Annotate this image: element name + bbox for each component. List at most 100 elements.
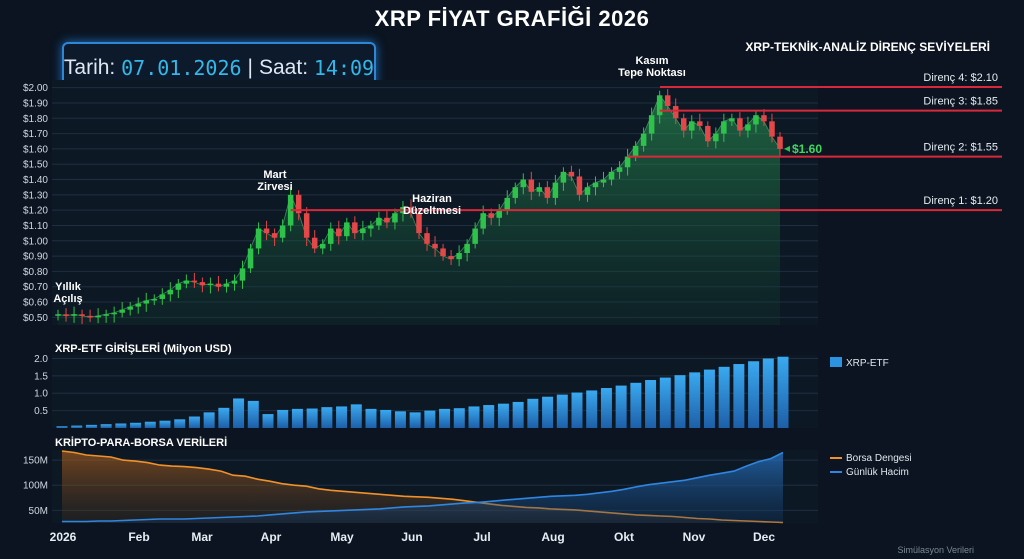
etf-y-tick: 0.5 [34, 406, 48, 417]
candle-body [191, 280, 198, 283]
annotation-text: Tepe Noktası [618, 67, 686, 79]
candle-body [536, 187, 543, 192]
candle-body [624, 156, 631, 168]
candle-body [376, 217, 382, 226]
candle-body [295, 194, 302, 214]
date-label: Tarih: [63, 56, 116, 79]
candle-body [119, 309, 125, 313]
etf-bar [571, 392, 583, 428]
candle-body [360, 228, 366, 234]
candle-body [745, 124, 751, 131]
etf-bar [527, 398, 539, 428]
etf-y-tick: 2.0 [34, 354, 48, 365]
price-y-tick: $1.00 [23, 236, 48, 247]
etf-bar [159, 420, 171, 428]
candle-body [111, 312, 117, 315]
candle-body [560, 171, 567, 183]
x-axis-tick: Feb [128, 530, 149, 544]
etf-bar [130, 422, 142, 428]
candle-body [552, 182, 559, 198]
source-note: Simülasyon Verileri [897, 545, 974, 555]
price-area [58, 95, 780, 325]
x-axis-tick: 2026 [50, 530, 77, 544]
etf-bar [188, 416, 200, 428]
price-y-tick: $0.50 [23, 313, 48, 324]
exchange-y-tick: 50M [29, 506, 48, 517]
time-value: 14:09 [313, 56, 375, 80]
candle-body [632, 145, 639, 157]
date-time-separator: | [247, 56, 253, 79]
volume-line [62, 451, 784, 523]
x-axis-tick: Jun [401, 530, 422, 544]
etf-legend-swatch [830, 357, 842, 367]
candle-body [71, 314, 77, 316]
candle-body [263, 228, 270, 234]
etf-bar [468, 406, 480, 428]
etf-bar [336, 406, 348, 428]
candle-body [143, 300, 149, 304]
chart-title: XRP FİYAT GRAFİĞİ 2026 [374, 6, 650, 31]
candle-body [63, 314, 69, 316]
etf-bar [203, 412, 215, 428]
candle-body [713, 133, 719, 142]
etf-bar [144, 421, 156, 428]
price-y-tick: $1.20 [23, 206, 48, 217]
candle-body [151, 298, 158, 301]
etf-y-tick: 1.0 [34, 389, 48, 400]
candle-body [496, 210, 502, 218]
price-y-tick: $0.70 [23, 282, 48, 293]
etf-bar [453, 408, 465, 428]
candle-body [648, 115, 655, 134]
resistance-label: Direnç 1: $1.20 [923, 195, 998, 207]
exchange-y-tick: 100M [23, 481, 48, 492]
x-axis-tick: May [330, 530, 354, 544]
candle-body [705, 125, 711, 142]
price-y-tick: $1.10 [23, 221, 48, 232]
exchange-panel-title: KRİPTO-PARA-BORSA VERİLERİ [55, 436, 227, 449]
resistance-label: Direnç 2: $1.55 [923, 142, 998, 154]
etf-bar [306, 408, 318, 428]
date-time-box: Tarih: 07.01.2026 | Saat: 14:09 [62, 42, 376, 94]
candle-body [311, 237, 318, 249]
candle-body [207, 283, 214, 286]
etf-bar [85, 424, 97, 428]
candle-body [672, 106, 679, 119]
etf-bar [424, 410, 436, 428]
exchange-y-tick: 150M [23, 456, 48, 467]
etf-bar [321, 407, 333, 428]
etf-bar [674, 375, 686, 428]
candle-body [175, 283, 182, 290]
candle-body [656, 95, 663, 116]
candle-body [55, 314, 61, 316]
etf-bar [218, 407, 230, 428]
candle-body [183, 280, 190, 284]
candle-body [721, 121, 727, 134]
candle-body [440, 248, 446, 257]
candle-body [231, 280, 238, 284]
candle-body [777, 136, 783, 149]
etf-bar [233, 398, 245, 428]
price-y-tick: $1.60 [23, 144, 48, 155]
candle-body [680, 118, 687, 131]
etf-bar [645, 380, 657, 428]
x-axis-tick: Dec [753, 530, 775, 544]
etf-bar [115, 423, 127, 428]
candle-body [368, 225, 374, 229]
etf-bar [586, 390, 598, 428]
annotation-text: Yıllık [55, 281, 82, 293]
candle-body [769, 121, 775, 137]
balance-area [62, 451, 783, 523]
resistance-label: Direnç 4: $2.10 [923, 72, 998, 84]
candle-body [456, 253, 462, 260]
etf-bar [689, 372, 701, 428]
candle-body [608, 171, 615, 180]
candle-body [600, 179, 607, 183]
etf-bar [718, 366, 730, 428]
price-y-tick: $0.80 [23, 267, 48, 278]
price-y-tick: $2.00 [23, 83, 48, 94]
candle-body [504, 197, 510, 211]
candle-body [103, 314, 109, 316]
etf-bar [497, 403, 509, 428]
etf-bar [277, 409, 289, 428]
etf-bar [600, 388, 612, 428]
